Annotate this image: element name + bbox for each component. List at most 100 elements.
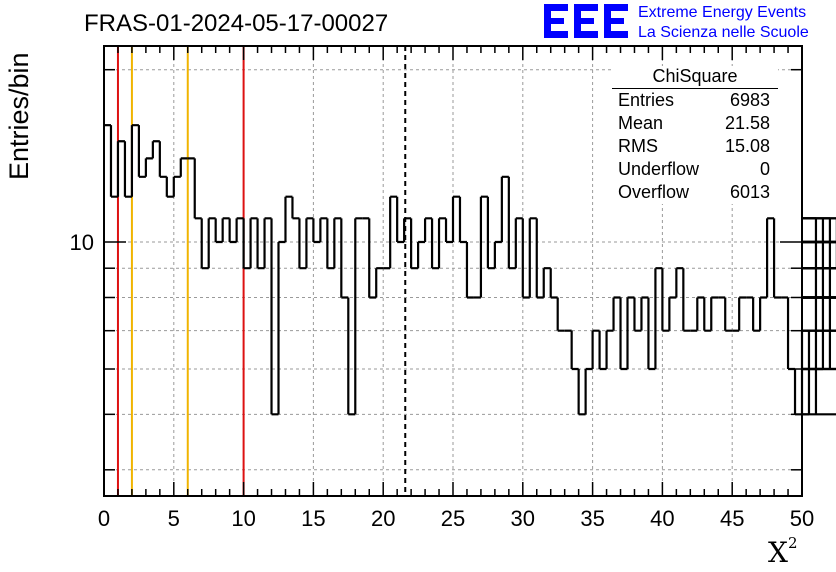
stats-value: 6013: [729, 182, 770, 202]
histogram-bin: [256, 218, 265, 270]
histogram-bin: [619, 297, 628, 371]
histogram-bin: [514, 217, 523, 269]
histogram-bin: [500, 175, 509, 243]
histogram-bin: [249, 217, 258, 269]
histogram-bin: [207, 217, 216, 269]
histogram-bin: [802, 217, 836, 220]
histogram-bin: [410, 218, 419, 270]
eee-logo: [544, 4, 628, 38]
y-axis-label: Entries/bin: [4, 52, 34, 180]
histogram-bin: [738, 296, 747, 331]
stats-label: Overflow: [618, 182, 690, 202]
histogram-bin: [668, 296, 677, 331]
histogram-bin: [340, 218, 349, 299]
histogram-bin: [479, 195, 488, 298]
histogram-bin: [703, 297, 712, 332]
histogram-bin: [172, 175, 181, 197]
stats-label: Mean: [618, 113, 664, 133]
histogram-bin: [417, 240, 426, 269]
histogram-bin: [423, 217, 433, 243]
histogram-bin: [123, 141, 132, 198]
histogram-bin: [319, 217, 328, 243]
histogram-bin: [354, 217, 363, 415]
histogram-bin: [151, 140, 160, 159]
histogram-bin: [396, 196, 405, 244]
histogram-bin: [375, 267, 384, 298]
histogram-bin: [577, 369, 586, 416]
stats-title: ChiSquare: [612, 66, 778, 89]
x-tick-label: 45: [720, 506, 744, 531]
histogram-bin: [137, 125, 146, 178]
histogram-bin: [263, 217, 272, 269]
histogram-bin: [270, 218, 279, 416]
histogram-bin: [403, 217, 412, 243]
x-tick-label: 40: [650, 506, 674, 531]
histogram-bin: [368, 218, 377, 299]
histogram-bin: [221, 217, 230, 243]
stats-value: 6983: [729, 90, 770, 110]
histogram-bin: [493, 240, 502, 269]
histogram-bin: [633, 297, 642, 332]
histogram-bin: [605, 329, 614, 370]
histogram-bin: [179, 157, 188, 177]
histogram-bin: [626, 296, 635, 370]
histogram-bin: [430, 218, 440, 270]
histogram-bin: [786, 297, 796, 371]
histogram-bin: [109, 125, 118, 198]
histogram-bin: [549, 268, 558, 299]
histogram-bin: [200, 218, 209, 270]
histogram-bin: [654, 267, 663, 370]
branding-line-2: La Scienza nelle Scuole: [638, 24, 809, 41]
histogram-bin: [535, 218, 544, 299]
x-tick-label: 35: [580, 506, 604, 531]
histogram-bin: [116, 140, 125, 197]
histogram-bin: [437, 217, 447, 269]
histogram-bin: [298, 218, 307, 270]
histogram-bin: [640, 296, 649, 331]
histogram-bin: [675, 267, 684, 298]
x-tick-label: 20: [371, 506, 395, 531]
histogram-bin: [486, 196, 495, 270]
histogram-bin: [570, 330, 579, 371]
histogram-bin: [130, 124, 139, 197]
stats-value: 15.08: [724, 136, 770, 156]
histogram-bin: [710, 296, 719, 331]
x-tick-label: 10: [231, 506, 255, 531]
histogram-bin: [598, 330, 607, 371]
histogram-bin: [766, 217, 775, 298]
histogram-bin: [235, 217, 244, 243]
histogram-bin: [242, 218, 251, 270]
histogram-bin: [521, 218, 530, 299]
stats-box: ChiSquare Entries 6983 Mean 21.58 RMS 15.08…: [612, 66, 778, 204]
x-tick-label: 30: [511, 506, 535, 531]
histogram-bin: [214, 218, 223, 244]
stats-label: Underflow: [618, 159, 700, 179]
histogram-bin: [451, 195, 460, 243]
stats-row-mean: Mean 21.58: [612, 112, 778, 135]
histogram-bin: [333, 217, 342, 269]
histogram-bin: [802, 413, 836, 416]
branding-line-1: Extreme Energy Events: [638, 4, 807, 21]
histogram-bin: [305, 217, 314, 269]
histogram-bin: [612, 296, 621, 331]
histogram-bin: [802, 367, 836, 371]
histogram-bin: [291, 196, 300, 220]
x-tick-label: 15: [301, 506, 325, 531]
x-axis-label: X2: [768, 534, 798, 569]
axis-ticks: [103, 46, 803, 496]
stats-label: Entries: [618, 90, 675, 110]
stats-row-entries: Entries 6983: [612, 89, 778, 112]
histogram-bin: [444, 218, 453, 244]
histogram-bin: [528, 217, 537, 298]
x-axis-label-sup: 2: [787, 534, 798, 552]
histogram-bin: [228, 218, 237, 244]
stats-value: 21.58: [724, 113, 770, 133]
histogram-bin: [772, 218, 782, 299]
x-axis-label-base: X: [768, 536, 788, 569]
histogram-bin: [682, 268, 691, 332]
histogram-bin: [158, 141, 167, 178]
histogram-bin: [591, 329, 600, 370]
x-tick-label: 0: [98, 506, 110, 531]
histogram-bin: [556, 297, 565, 332]
